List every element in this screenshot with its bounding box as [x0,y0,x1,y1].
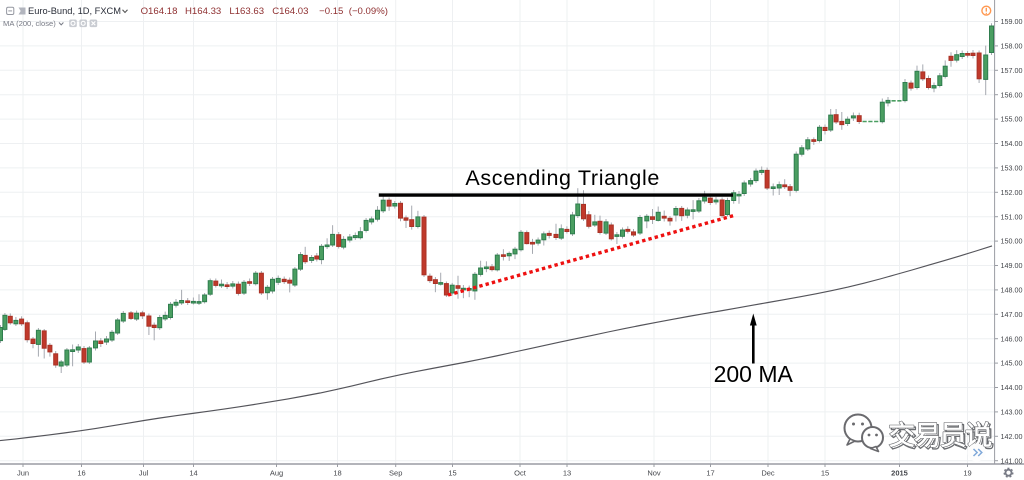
svg-text:146.00: 146.00 [1001,334,1023,343]
svg-text:MA (200, close): MA (200, close) [3,19,56,28]
svg-text:O164.18: O164.18 [141,6,178,17]
svg-text:19: 19 [963,469,971,478]
svg-text:159.00: 159.00 [1001,17,1023,26]
svg-text:150.00: 150.00 [1001,237,1023,246]
svg-text:Jun: Jun [17,469,29,478]
svg-text:18: 18 [333,469,341,478]
svg-text:15: 15 [821,469,829,478]
svg-text:(−0.09%): (−0.09%) [349,6,388,17]
svg-text:143.00: 143.00 [1001,408,1023,417]
svg-text:Dec: Dec [761,469,775,478]
svg-text:Nov: Nov [647,469,661,478]
svg-text:151.00: 151.00 [1001,212,1023,221]
svg-text:Oct: Oct [514,469,527,478]
svg-text:156.00: 156.00 [1001,90,1023,99]
svg-text:142.00: 142.00 [1001,432,1023,441]
svg-text:148.00: 148.00 [1001,286,1023,295]
svg-text:145.00: 145.00 [1001,359,1023,368]
svg-text:Ascending Triangle: Ascending Triangle [465,166,660,190]
svg-text:Jul: Jul [139,469,149,478]
svg-text:147.00: 147.00 [1001,310,1023,319]
svg-text:144.00: 144.00 [1001,383,1023,392]
svg-text:Aug: Aug [270,469,283,478]
svg-text:−0.15: −0.15 [319,6,343,17]
svg-text:2015: 2015 [891,469,908,478]
svg-text:15: 15 [448,469,456,478]
svg-text:Sep: Sep [389,469,402,478]
svg-text:152.00: 152.00 [1001,188,1023,197]
svg-text:13: 13 [563,469,571,478]
svg-text:L163.63: L163.63 [229,6,264,17]
svg-text:H164.33: H164.33 [185,6,221,17]
svg-text:200 MA: 200 MA [714,361,794,387]
svg-text:153.00: 153.00 [1001,164,1023,173]
svg-text:Euro-Bund, 1D, FXCM: Euro-Bund, 1D, FXCM [28,6,121,16]
svg-text:17: 17 [706,469,714,478]
svg-text:14: 14 [189,469,197,478]
svg-text:149.00: 149.00 [1001,261,1023,270]
svg-text:141.00: 141.00 [1001,456,1023,465]
svg-text:158.00: 158.00 [1001,42,1023,51]
svg-text:157.00: 157.00 [1001,66,1023,75]
svg-text:C164.03: C164.03 [272,6,308,17]
svg-text:154.00: 154.00 [1001,139,1023,148]
svg-text:155.00: 155.00 [1001,115,1023,124]
svg-text:16: 16 [77,469,85,478]
